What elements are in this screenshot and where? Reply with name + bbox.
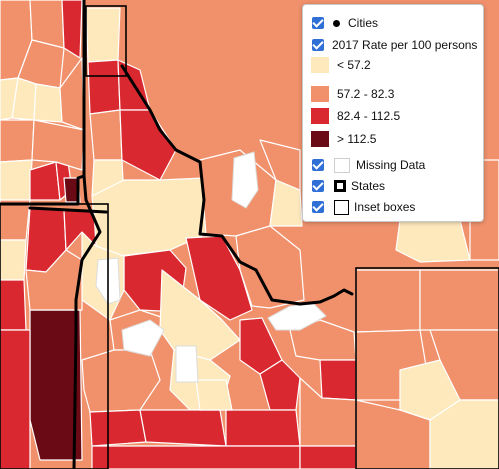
county[interactable] (0, 159, 33, 201)
county[interactable] (33, 83, 63, 123)
legend-row-cities[interactable]: Cities (303, 13, 378, 33)
county[interactable] (429, 399, 499, 469)
state-border (72, 174, 102, 469)
county[interactable] (119, 109, 177, 181)
county[interactable] (63, 177, 81, 203)
county[interactable] (85, 7, 121, 63)
class-swatch (311, 57, 329, 73)
county[interactable] (81, 349, 161, 413)
missing-county[interactable] (231, 151, 259, 209)
legend-row-rate[interactable]: 2017 Rate per 100 persons (303, 35, 477, 55)
county[interactable] (89, 409, 147, 447)
county[interactable] (0, 119, 35, 163)
missing-county[interactable] (175, 345, 199, 383)
city-dot-icon (333, 19, 340, 27)
county[interactable] (259, 359, 301, 411)
legend-rate-label: 2017 Rate per 100 persons (332, 38, 478, 52)
inset-box (0, 203, 109, 469)
cities-checkbox[interactable] (312, 17, 324, 29)
legend-states-label: States (351, 179, 386, 193)
rate-checkbox[interactable] (312, 39, 324, 51)
inset-box (85, 5, 127, 77)
class-swatch (311, 86, 329, 102)
county[interactable] (0, 239, 27, 281)
insets-checkbox[interactable] (312, 201, 324, 213)
state-border (28, 206, 108, 214)
county[interactable] (31, 119, 85, 171)
county[interactable] (259, 139, 301, 191)
county[interactable] (0, 279, 27, 331)
county[interactable] (61, 0, 83, 59)
county[interactable] (299, 445, 357, 469)
class-label: 82.4 - 112.5 (337, 109, 401, 123)
missing-county[interactable] (121, 319, 165, 357)
legend-class-4: > 112.5 (311, 129, 376, 149)
county[interactable] (419, 269, 499, 331)
legend-class-3: 82.4 - 112.5 (311, 106, 400, 126)
legend-cities-label: Cities (348, 16, 379, 30)
county[interactable] (89, 109, 123, 161)
county[interactable] (0, 199, 31, 241)
inset-box-icon (334, 199, 349, 215)
map-legend: Cities 2017 Rate per 100 persons < 57.2 … (302, 4, 484, 222)
county[interactable] (225, 409, 301, 447)
legend-row-insets[interactable]: Inset boxes (303, 197, 415, 217)
county[interactable] (0, 329, 31, 469)
county[interactable] (319, 359, 357, 401)
county[interactable] (139, 409, 227, 447)
legend-class-2: 57.2 - 82.3 (311, 84, 394, 104)
county[interactable] (355, 269, 421, 333)
states-checkbox[interactable] (312, 180, 324, 192)
legend-row-missing[interactable]: Missing Data (303, 155, 425, 175)
state-border (120, 64, 354, 306)
legend-missing-label: Missing Data (356, 158, 426, 172)
inset-box (355, 267, 499, 469)
county[interactable] (395, 219, 471, 263)
class-swatch (311, 131, 329, 147)
county[interactable] (87, 59, 121, 115)
class-label: > 112.5 (337, 132, 377, 146)
county[interactable] (91, 445, 301, 469)
class-swatch (311, 108, 329, 124)
county[interactable] (235, 225, 305, 309)
missing-county[interactable] (267, 303, 327, 331)
county[interactable] (195, 379, 233, 411)
class-label: 57.2 - 82.3 (337, 87, 395, 101)
missing-checkbox[interactable] (312, 159, 324, 171)
legend-row-states[interactable]: States (303, 176, 385, 196)
missing-data-swatch (334, 157, 350, 173)
legend-insets-label: Inset boxes (354, 200, 416, 214)
state-border-icon (334, 180, 346, 192)
class-label: < 57.2 (337, 58, 371, 72)
legend-class-1: < 57.2 (311, 55, 371, 75)
